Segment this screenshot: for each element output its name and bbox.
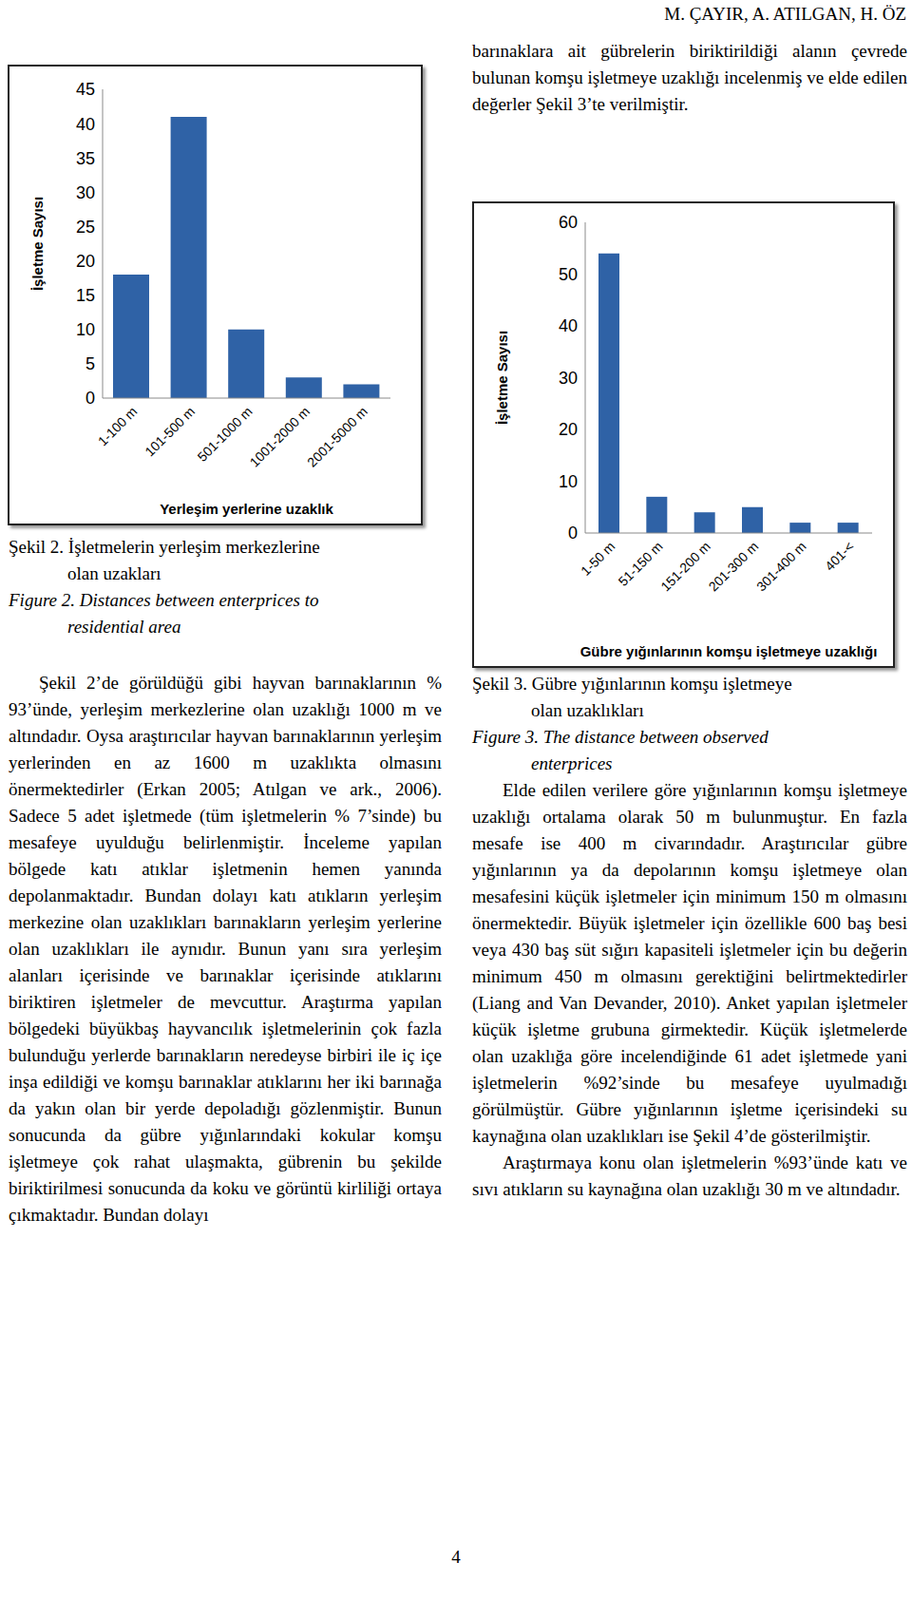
svg-text:İşletme Sayısı: İşletme Sayısı: [494, 330, 511, 425]
svg-text:501-1000 m: 501-1000 m: [194, 403, 256, 465]
svg-text:50: 50: [558, 265, 578, 285]
svg-text:1-50 m: 1-50 m: [577, 538, 618, 579]
html-text:Figure 3. The distance between: Figure 3. The distance between observed: [472, 726, 769, 747]
svg-text:45: 45: [76, 79, 95, 99]
svg-text:301-400 m: 301-400 m: [753, 538, 810, 595]
html-text:Figure 2. Distances between en: Figure 2. Distances between enterprices …: [8, 589, 319, 610]
svg-text:0: 0: [85, 388, 95, 408]
html-text:4: 4: [451, 1546, 461, 1567]
svg-text:35: 35: [76, 149, 95, 169]
svg-text:İşletme Sayısı: İşletme Sayısı: [29, 196, 46, 291]
svg-text:30: 30: [558, 368, 578, 388]
html-text:Şekil 2. İşletmelerin yerleşim: Şekil 2. İşletmelerin yerleşim merkezler…: [8, 536, 320, 557]
html-text:olan uzaklıkları: olan uzaklıkları: [531, 700, 644, 721]
svg-text:101-500 m: 101-500 m: [141, 403, 198, 460]
html-text:M. ÇAYIR, A. ATILGAN, H. ÖZ: M. ÇAYIR, A. ATILGAN, H. ÖZ: [664, 3, 907, 24]
html-text:olan uzakları: olan uzakları: [67, 563, 162, 584]
svg-text:40: 40: [76, 114, 95, 134]
svg-text:0: 0: [568, 523, 578, 543]
svg-text:15: 15: [76, 285, 95, 305]
svg-text:30: 30: [76, 183, 95, 203]
svg-text:5: 5: [85, 354, 95, 374]
html-text:residential area: residential area: [67, 616, 181, 637]
svg-text:60: 60: [558, 212, 578, 232]
svg-text:20: 20: [76, 251, 95, 271]
svg-text:Yerleşim yerlerine uzaklık: Yerleşim yerlerine uzaklık: [159, 500, 334, 517]
svg-text:51-150 m: 51-150 m: [615, 538, 666, 589]
svg-text:1001-2000 m: 1001-2000 m: [247, 403, 314, 471]
svg-text:201-300 m: 201-300 m: [705, 538, 762, 595]
svg-text:401-<: 401-<: [821, 538, 857, 574]
svg-text:Gübre yığınlarının komşu işlet: Gübre yığınlarının komşu işletmeye uzakl…: [580, 643, 878, 660]
svg-text:20: 20: [558, 419, 578, 439]
svg-text:40: 40: [558, 316, 578, 336]
svg-text:10: 10: [76, 320, 95, 340]
svg-text:10: 10: [558, 472, 578, 492]
html-text:Şekil 2’de görüldüğü gibi hayv: Şekil 2’de görüldüğü gibi hayvan barınak…: [8, 672, 442, 1225]
html-text:Şekil 3. Gübre yığınlarının ko: Şekil 3. Gübre yığınlarının komşu işletm…: [472, 673, 793, 694]
html-text:Araştırmaya konu olan işletmel: Araştırmaya konu olan işletmelerin %93’ü…: [472, 1152, 908, 1199]
html-text:enterprices: enterprices: [531, 753, 613, 774]
svg-text:25: 25: [76, 217, 95, 237]
svg-text:2001-5000 m: 2001-5000 m: [304, 403, 371, 471]
html-text:Elde edilen verilere göre yığı: Elde edilen verilere göre yığınlarının k…: [472, 779, 908, 1146]
svg-text:151-200 m: 151-200 m: [657, 538, 714, 595]
svg-text:1-100 m: 1-100 m: [95, 403, 141, 450]
html-text:barınaklara ait gübrelerin bir: barınaklara ait gübrelerin biriktirildiğ…: [472, 40, 908, 114]
